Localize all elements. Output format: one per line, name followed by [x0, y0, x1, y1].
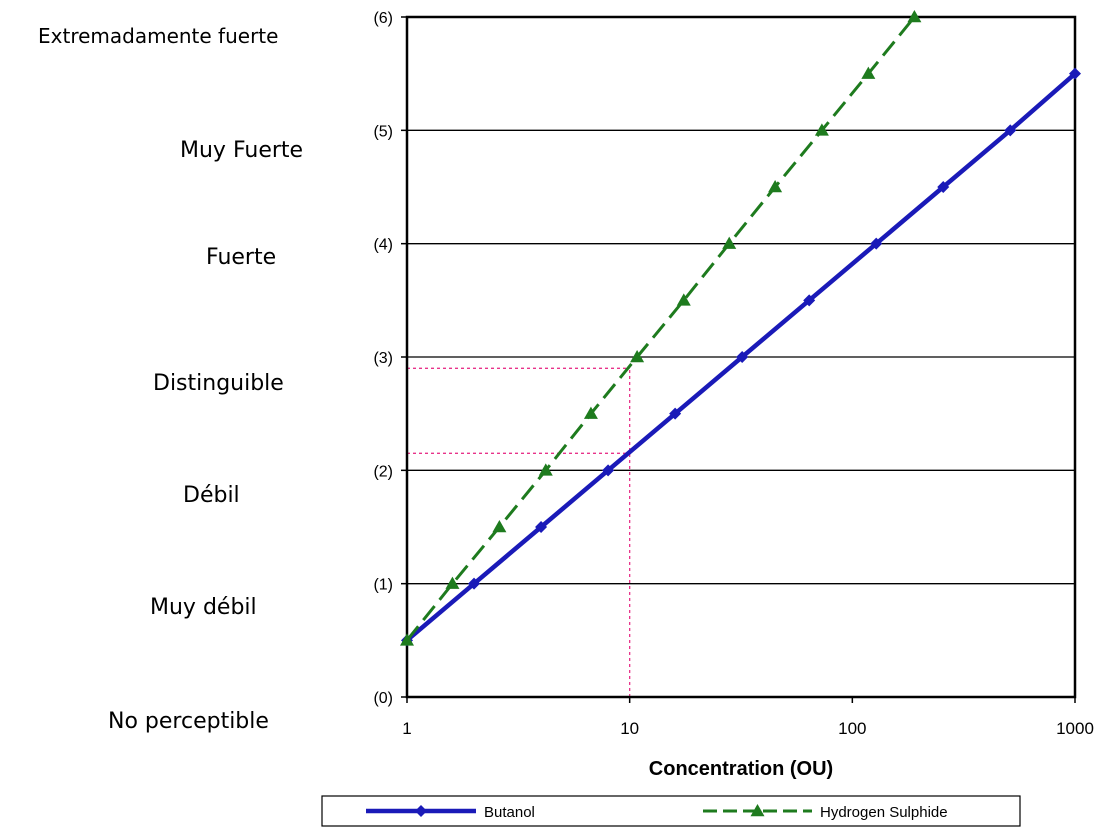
- data-point: [722, 236, 737, 249]
- series-line: [405, 16, 916, 642]
- data-point: [1004, 124, 1017, 137]
- data-point: [676, 293, 691, 306]
- data-point: [870, 237, 883, 250]
- intensity-label: Distinguible: [153, 371, 284, 396]
- data-point: [907, 10, 922, 23]
- data-point: [400, 633, 414, 646]
- series-butanol: [401, 67, 1081, 647]
- intensity-label: Extremadamente fuerte: [38, 24, 278, 48]
- y-tick-label: (2): [373, 463, 393, 480]
- intensity-labels: No perceptible Muy débil Débil Distinguible…: [38, 24, 303, 734]
- y-tick-label: (0): [373, 690, 393, 707]
- data-point: [492, 520, 507, 533]
- data-point: [803, 294, 816, 307]
- data-point: [736, 351, 749, 363]
- reference-lines: [407, 367, 631, 697]
- y-tick-label: (1): [373, 577, 393, 594]
- data-point: [861, 66, 876, 79]
- legend: Butanol Hydrogen Sulphide: [321, 795, 1021, 827]
- data-point: [445, 576, 460, 589]
- x-tick-label: 100: [838, 719, 866, 738]
- data-point: [583, 406, 598, 419]
- x-axis-title: Concentration (OU): [649, 758, 833, 780]
- data-point: [535, 521, 548, 533]
- data-point: [602, 464, 615, 477]
- y-tick-label: (4): [373, 237, 393, 254]
- x-axis: 1 10 100 1000: [402, 697, 1094, 738]
- intensity-label: Fuerte: [206, 245, 276, 270]
- y-tick-label: (6): [373, 10, 393, 27]
- y-axis: (0) (1) (2) (3) (4) (5) (6): [373, 10, 407, 707]
- data-point: [669, 407, 682, 420]
- intensity-label: No perceptible: [108, 709, 269, 734]
- x-tick-label: 1000: [1056, 719, 1094, 738]
- data-point: [814, 123, 829, 136]
- y-tick-label: (3): [373, 350, 393, 367]
- legend-label: Hydrogen Sulphide: [820, 804, 948, 821]
- intensity-label: Muy débil: [150, 595, 257, 620]
- data-point: [768, 180, 783, 193]
- data-point: [937, 181, 950, 193]
- x-tick-label: 10: [620, 719, 639, 738]
- legend-label: Butanol: [484, 804, 535, 821]
- data-point: [630, 350, 645, 363]
- y-tick-label: (5): [373, 123, 393, 140]
- x-tick-label: 1: [402, 719, 411, 738]
- intensity-label: Débil: [183, 483, 240, 508]
- legend-marker: [750, 804, 765, 817]
- data-point: [538, 463, 553, 476]
- data-point: [468, 577, 481, 590]
- intensity-label: Muy Fuerte: [180, 138, 303, 163]
- series-group: [400, 10, 1081, 647]
- series-hydrogen-sulphide: [400, 10, 922, 646]
- legend-marker: [415, 805, 427, 817]
- data-point: [1069, 67, 1081, 80]
